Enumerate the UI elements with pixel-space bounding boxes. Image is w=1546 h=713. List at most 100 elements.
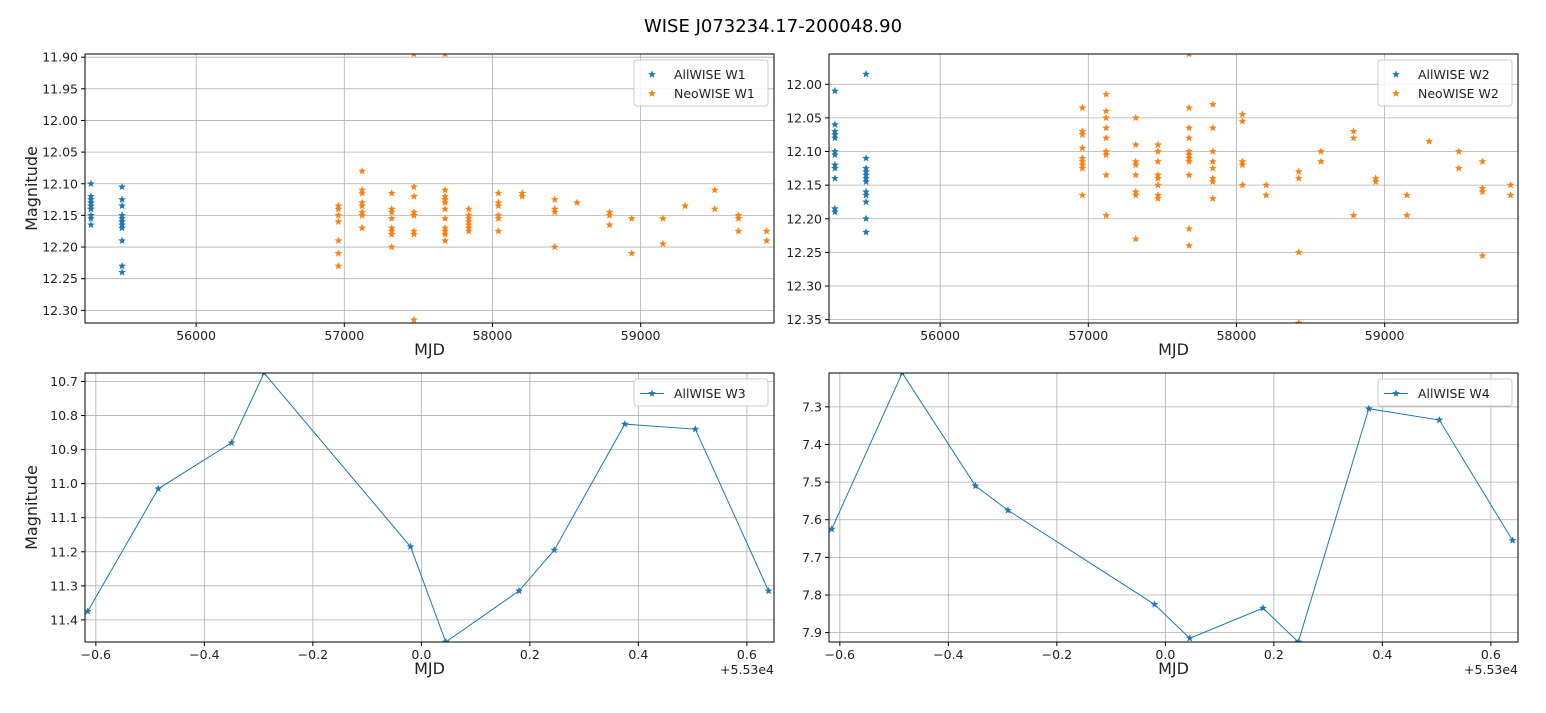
data-point [1294,637,1303,642]
x-offset-label: +5.53e4 [720,662,774,677]
data-point [86,204,95,213]
y-tick-label: 12.25 [786,245,822,260]
data-point [1185,157,1194,165]
y-axis-label: Magnitude [22,146,41,231]
data-point [830,150,839,159]
data-point [1294,167,1303,176]
x-tick-label: 58000 [1217,328,1257,343]
data-point [658,239,667,248]
x-tick-label: 0.4 [1372,647,1392,662]
data-point [1506,191,1515,199]
y-tick-label: 12.35 [786,312,822,327]
data-point [118,236,127,245]
plot-area [829,373,1517,642]
data-point [862,228,871,236]
data-point [358,223,367,232]
data-point [1102,123,1111,132]
legend-label: NeoWISE W2 [1418,86,1499,101]
data-point [227,438,236,447]
y-axis-label: Magnitude [22,465,41,550]
y-tick-label: 11.3 [50,578,78,593]
figure-title: WISE J073234.17-200048.90 [643,16,903,37]
data-point [1131,113,1140,122]
data-point [1506,180,1515,189]
data-point [409,315,418,323]
x-tick-label: 0.6 [1481,647,1501,662]
data-point [1004,506,1013,514]
data-point [830,164,839,172]
plot-area [830,54,1515,323]
y-tick-label: 12.05 [786,110,822,125]
y-tick-label: 7.5 [802,475,822,490]
data-point [1078,143,1087,152]
x-tick-label: 57000 [1068,328,1108,343]
data-point [550,195,559,203]
data-point [1294,174,1303,182]
legend-marker [1392,389,1400,397]
legend-marker [648,389,656,397]
data-point [1102,211,1111,219]
data-point [358,211,367,219]
data-point [1208,194,1217,202]
data-point [1131,234,1140,243]
y-tick-label: 7.6 [802,512,822,527]
legend: AllWISE W4 [1377,378,1513,407]
data-point [1349,133,1358,142]
data-point [406,542,415,551]
x-tick-label: 0.0 [411,647,431,662]
data-point [441,185,450,194]
data-point [971,481,980,490]
data-point [1153,174,1162,182]
x-tick-label: −0.4 [933,647,963,662]
data-point [441,204,450,213]
chart-panel-3: −0.6 −0.4 −0.2 0.0 0.2 0.4 0.6 10.7 10.8 10.9 11.0… [22,372,775,678]
data-point [387,230,396,238]
data-point [409,192,418,200]
data-point [1102,150,1111,159]
data-point [518,192,527,200]
legend: AllWISE W2 NeoWISE W2 [1377,59,1513,107]
x-tick-label: 0.0 [1155,647,1175,662]
x-tick-label: 58000 [473,328,513,343]
data-point [441,637,450,642]
y-tick-label: 11.95 [42,81,78,96]
data-point [1131,140,1140,149]
legend-box [633,378,769,407]
x-tick-label: 56000 [176,328,216,343]
y-tick-label: 7.3 [802,399,822,414]
axes-frame [828,372,1519,643]
data-point [1262,191,1271,199]
legend-marker [1392,70,1400,78]
x-axis-label: MJD [414,659,445,678]
y-tick-label: 11.0 [50,476,78,491]
y-tick-label: 11.2 [50,544,78,559]
data-point [409,211,418,219]
x-tick-label: −0.6 [825,647,855,662]
data-point [762,236,771,245]
y-tick-label: 12.15 [42,208,78,223]
legend-label: AllWISE W4 [1418,386,1490,401]
y-tick-label: 11.90 [42,50,78,65]
data-point [762,227,771,235]
data-point [1185,634,1194,642]
data-point [387,189,396,197]
data-point [862,177,871,186]
legend-marker [1392,89,1400,97]
legend-label: AllWISE W2 [1418,67,1490,82]
legend-label: NeoWISE W1 [674,86,755,101]
data-point [118,201,127,210]
data-point [1208,147,1217,155]
data-point [1078,191,1087,199]
legend: AllWISE W3 [633,378,769,407]
data-point [118,195,127,203]
data-point [862,214,871,223]
data-point [118,261,127,270]
legend: AllWISE W1 NeoWISE W1 [633,59,769,107]
data-point [1185,170,1194,179]
data-point [681,201,690,210]
data-point [118,217,127,226]
data-point [830,120,839,128]
data-point [261,373,267,377]
x-tick-label: 59000 [621,328,661,343]
